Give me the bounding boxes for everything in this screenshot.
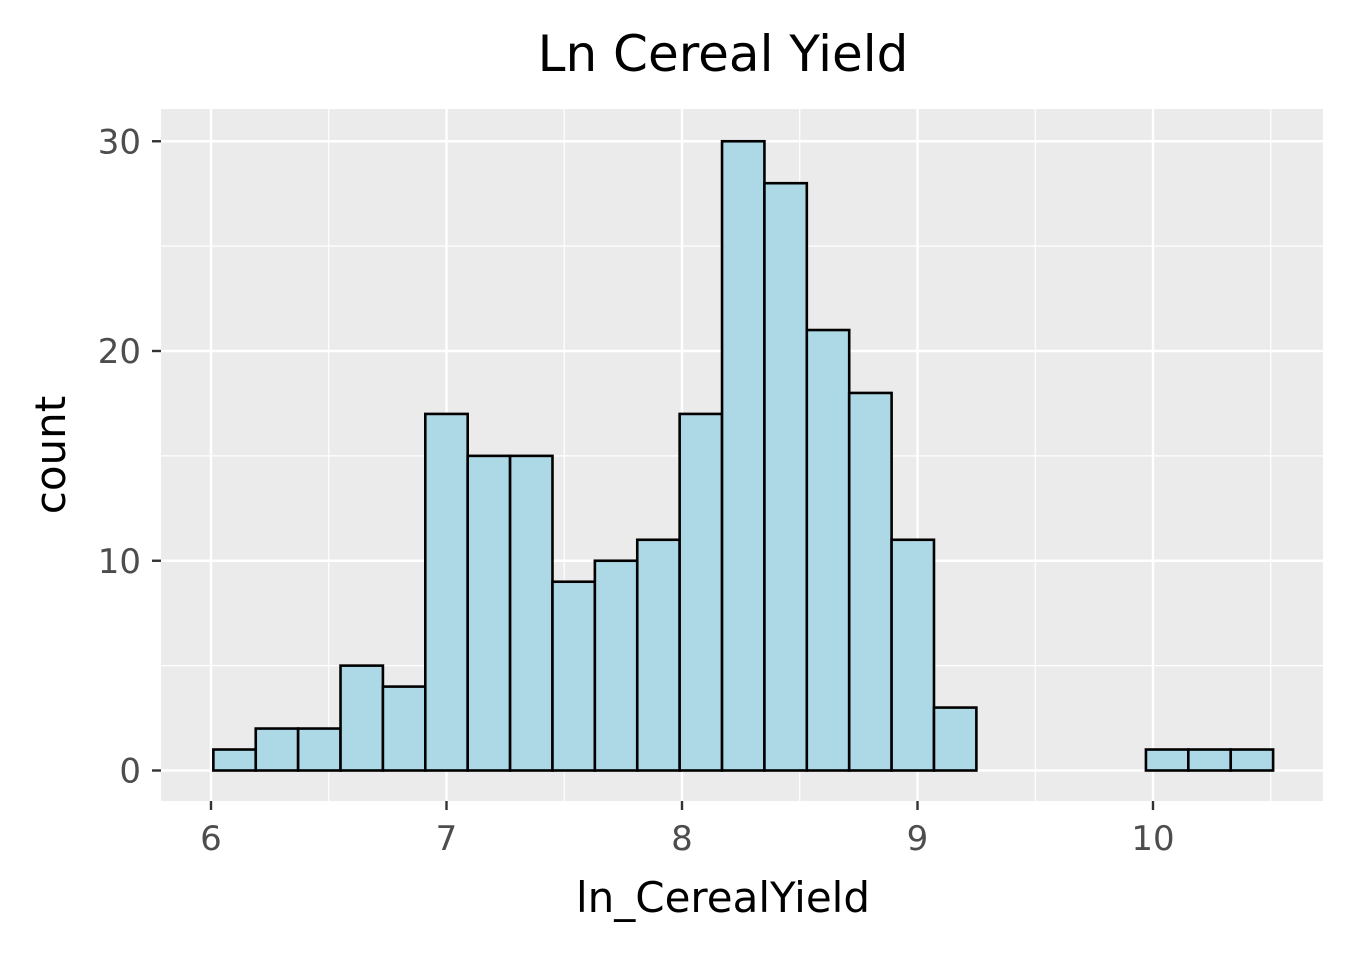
histogram-bar: [254, 727, 300, 772]
histogram-bar: [763, 181, 809, 772]
histogram-bar: [805, 328, 851, 772]
histogram-bar: [296, 727, 342, 772]
x-tick-label: 9: [907, 819, 929, 859]
y-tick-label: 20: [98, 332, 141, 372]
histogram-bar: [635, 538, 681, 772]
histogram-bar: [1144, 748, 1190, 772]
chart-title: Ln Cereal Yield: [538, 25, 909, 83]
x-tick-label: 7: [436, 819, 458, 859]
histogram-bar: [678, 412, 724, 772]
y-axis: 0 10 20 30: [98, 122, 161, 792]
histogram-bar: [847, 391, 893, 772]
y-tick-label: 10: [98, 542, 141, 582]
histogram-bar: [424, 412, 469, 772]
histogram-bar: [508, 454, 554, 772]
y-tick-label: 30: [98, 122, 141, 162]
histogram-bar: [466, 454, 512, 772]
x-tick-label: 6: [200, 819, 222, 859]
histogram-bar: [381, 685, 427, 772]
histogram-bar: [551, 580, 597, 772]
histogram-bar: [720, 139, 766, 772]
histogram-bar: [932, 706, 978, 772]
y-tick-label: 0: [119, 752, 141, 792]
x-tick-label: 10: [1131, 819, 1174, 859]
x-tick-label: 8: [671, 819, 693, 859]
histogram-bar: [1187, 748, 1233, 772]
histogram-bar: [1229, 748, 1275, 772]
histogram-bar: [593, 559, 639, 772]
bars: [212, 139, 1275, 772]
x-axis: 6 7 8 9 10: [200, 801, 1175, 859]
x-axis-label: ln_CerealYield: [576, 873, 870, 922]
histogram-bar: [212, 748, 258, 772]
histogram-bar: [890, 538, 936, 772]
histogram-bar: [339, 664, 385, 772]
y-axis-label: count: [26, 396, 75, 515]
